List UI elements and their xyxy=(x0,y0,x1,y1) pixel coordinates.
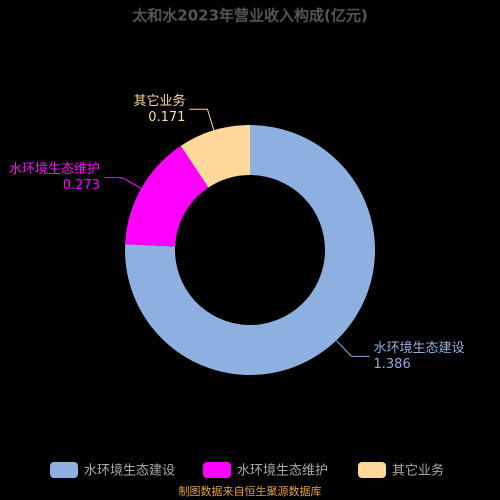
donut-slice xyxy=(124,125,376,376)
leader-line xyxy=(104,177,142,189)
chart-title: 太和水2023年营业收入构成(亿元) xyxy=(132,7,367,25)
slice-label: 水环境生态维护 xyxy=(9,162,100,177)
donut-slice xyxy=(180,125,250,188)
slice-value: 1.386 xyxy=(374,357,411,372)
slice-label: 水环境生态建设 xyxy=(374,341,465,356)
legend-label: 其它业务 xyxy=(392,463,444,479)
legend-swatch xyxy=(50,462,78,478)
legend-label: 水环境生态维护 xyxy=(237,464,328,479)
slice-value: 0.171 xyxy=(148,110,185,125)
slice-label: 其它业务 xyxy=(133,93,185,109)
leader-line xyxy=(189,108,215,131)
leader-line xyxy=(335,340,370,357)
legend-swatch xyxy=(203,462,231,478)
source-note: 制图数据来自恒生聚源数据库 xyxy=(179,484,322,498)
legend-swatch xyxy=(358,462,386,478)
legend-label: 水环境生态建设 xyxy=(84,464,175,479)
slice-value: 0.273 xyxy=(63,178,100,193)
donut-slice xyxy=(125,145,209,247)
